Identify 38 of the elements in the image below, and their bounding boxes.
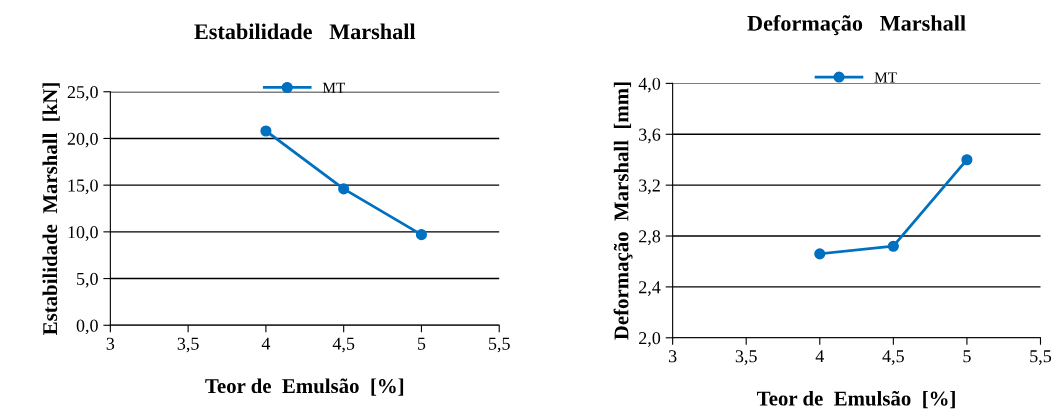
x-tick-label: 4,5 xyxy=(882,350,904,365)
point xyxy=(887,240,899,252)
point xyxy=(260,125,272,137)
y-axis-title: Estabilidade Marshall [kN] xyxy=(42,83,60,335)
x-tick-label: 4,5 xyxy=(332,337,355,353)
x-tick-label: 5 xyxy=(417,337,426,350)
y-tick-label: 10,0 xyxy=(68,226,98,241)
x-tick-label: 4 xyxy=(261,337,271,350)
x-tick-label: 3 xyxy=(106,337,115,350)
y-tick-label: 3,6 xyxy=(639,128,661,144)
y-tick-label: 2,0 xyxy=(639,332,661,347)
y-tick-label: 0,0 xyxy=(76,319,98,335)
y-tick-label: 20,0 xyxy=(67,132,98,148)
x-tick-label: 5,5 xyxy=(488,337,510,353)
x-tick-label: 3 xyxy=(668,350,677,363)
y-tick-label: 5,0 xyxy=(77,272,98,288)
y-tick-label: 25,0 xyxy=(67,86,98,101)
chart-title: Estabilidade Marshall xyxy=(194,23,416,40)
point xyxy=(814,248,826,260)
y-tick-label: 3,2 xyxy=(639,179,660,195)
x-axis-title: Teor de Emulsão [%] xyxy=(757,390,955,409)
x-tick-label: 4 xyxy=(815,350,825,363)
x-tick-label: 3,5 xyxy=(735,350,757,365)
y-tick-label: 2,4 xyxy=(639,281,661,296)
y-axis-title: Deformação Marshall [mm] xyxy=(613,82,633,340)
chart-title: Deformação Marshall xyxy=(747,14,966,36)
legend-label: MT xyxy=(874,72,897,83)
point xyxy=(338,183,350,195)
x-tick-label: 3,5 xyxy=(177,337,199,353)
y-tick-label: 2,8 xyxy=(639,230,661,246)
point xyxy=(415,229,428,241)
point xyxy=(961,154,973,166)
y-tick-label: 4,0 xyxy=(638,77,661,93)
x-axis-title: Teor de Emulsão [%] xyxy=(205,378,404,396)
legend-label: MT xyxy=(322,82,346,93)
y-tick-label: 15,0 xyxy=(68,179,98,195)
x-tick-label: 5 xyxy=(963,350,971,363)
x-tick-label: 5,5 xyxy=(1030,350,1051,365)
